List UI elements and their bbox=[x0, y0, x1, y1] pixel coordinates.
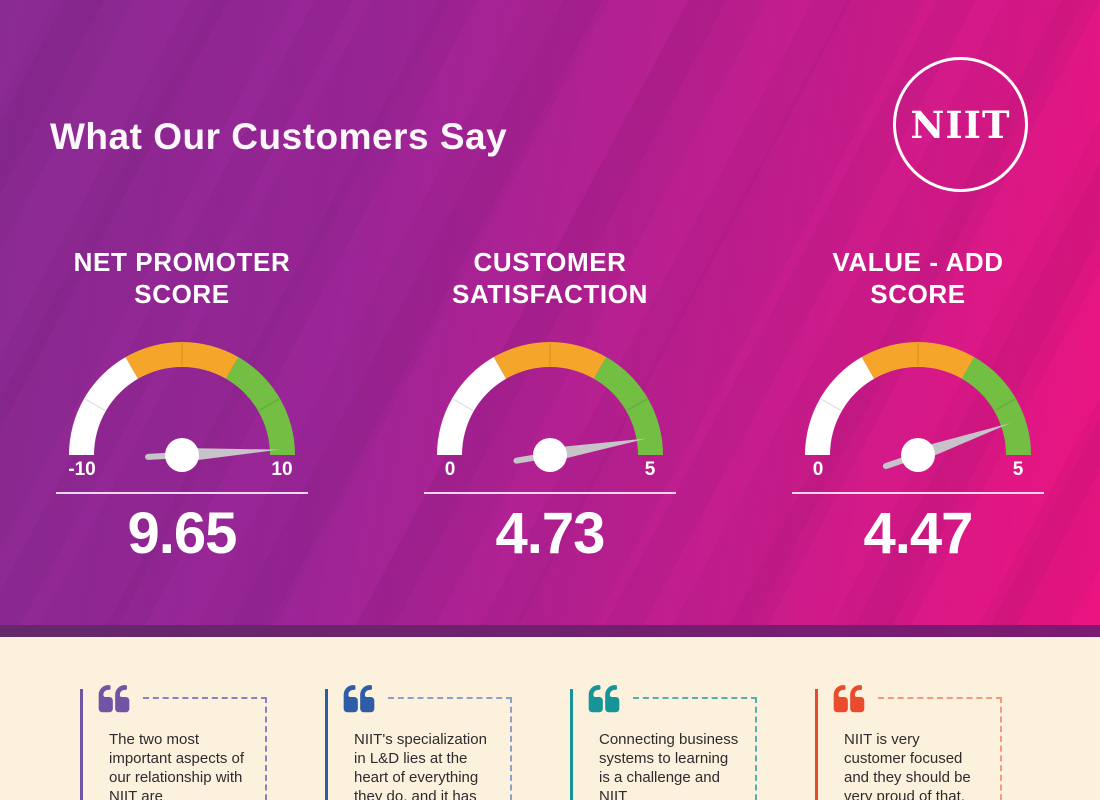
quote-accent-line bbox=[80, 689, 83, 800]
score-divider bbox=[424, 492, 676, 494]
page-title: What Our Customers Say bbox=[50, 116, 508, 157]
gauge-title: VALUE - ADD SCORE bbox=[832, 247, 1004, 309]
gauge-title: NET PROMOTER SCORE bbox=[73, 247, 291, 309]
gauge-segment bbox=[69, 357, 139, 455]
gauge-segment bbox=[593, 357, 663, 455]
quote-text: NIIT is very customer focused and they s… bbox=[844, 731, 971, 800]
gauge-min-label: 0 bbox=[813, 459, 824, 480]
gauge-needle bbox=[548, 438, 647, 462]
quote-icon bbox=[93, 684, 135, 717]
quote-text: The two most important aspects of our re… bbox=[109, 731, 245, 800]
score-value: 4.47 bbox=[863, 501, 974, 566]
gauge-min-label: -10 bbox=[68, 459, 95, 480]
score-value: 9.65 bbox=[127, 501, 238, 566]
gauge-needle bbox=[915, 423, 1011, 462]
quotes-section: The two most important aspects of our re… bbox=[0, 637, 1100, 800]
dashed-border-right bbox=[265, 697, 267, 800]
gauge-needle bbox=[181, 448, 280, 462]
gauge-segment bbox=[805, 357, 875, 455]
gauge-tick bbox=[258, 398, 280, 412]
gauge-segment bbox=[493, 342, 607, 379]
score-divider bbox=[56, 492, 308, 494]
dashed-border-top bbox=[388, 697, 512, 699]
gauge-tick bbox=[820, 398, 842, 412]
niit-logo-text: NIIT bbox=[910, 102, 1011, 147]
gauge-net-promoter-score: NET PROMOTER SCORE -10 10 9.65 bbox=[17, 240, 347, 563]
dashed-border-top bbox=[633, 697, 757, 699]
gauge-max-label: 5 bbox=[1013, 459, 1024, 480]
quote-text: NIIT's specialization in L&D lies at the… bbox=[354, 731, 487, 800]
gauge-tick bbox=[452, 398, 474, 412]
quote-text: Connecting business systems to learning … bbox=[599, 731, 739, 800]
dashed-border-right bbox=[510, 697, 512, 800]
quote-card-3: Connecting business systems to learning … bbox=[570, 684, 757, 800]
dashed-border-right bbox=[755, 697, 757, 800]
score-divider bbox=[792, 492, 1044, 494]
gauge-segment bbox=[861, 342, 975, 379]
separator-bar bbox=[0, 625, 1100, 637]
quote-icon bbox=[828, 684, 870, 717]
quote-card-1: The two most important aspects of our re… bbox=[80, 684, 267, 800]
quote-accent-line bbox=[325, 689, 328, 800]
dashed-border-top bbox=[878, 697, 1002, 699]
dashed-border-right bbox=[1000, 697, 1002, 800]
gauge-min-label: 0 bbox=[445, 459, 456, 480]
gauge-tick bbox=[994, 398, 1016, 412]
gauge-title: CUSTOMER SATISFACTION bbox=[452, 247, 648, 309]
quote-accent-line bbox=[815, 689, 818, 800]
gauge-max-label: 10 bbox=[271, 459, 292, 480]
gauge-hub bbox=[165, 438, 199, 472]
dashed-border-top bbox=[143, 697, 267, 699]
gauge-chart: -10 10 bbox=[47, 329, 317, 484]
quote-card-2: NIIT's specialization in L&D lies at the… bbox=[325, 684, 512, 800]
gauge-hub bbox=[533, 438, 567, 472]
gauge-segment bbox=[125, 341, 239, 379]
gauge-max-label: 5 bbox=[645, 459, 656, 480]
quote-icon bbox=[338, 684, 380, 717]
gauge-tick bbox=[84, 398, 106, 412]
gauges-row: NET PROMOTER SCORE -10 10 9.65 CUSTOMER S… bbox=[0, 240, 1100, 563]
niit-logo: NIIT bbox=[893, 57, 1028, 192]
quote-card-4: NIIT is very customer focused and they s… bbox=[815, 684, 1002, 800]
hero-section: What Our Customers Say NIIT NET PROMOTER… bbox=[0, 0, 1100, 625]
gauge-segment bbox=[437, 357, 507, 455]
gauge-tick bbox=[626, 398, 648, 412]
quote-icon bbox=[583, 684, 625, 717]
quote-accent-line bbox=[570, 689, 573, 800]
gauge-segment bbox=[961, 357, 1031, 455]
score-value: 4.73 bbox=[495, 501, 606, 566]
gauge-segment bbox=[225, 357, 295, 455]
gauge-hub bbox=[901, 438, 935, 472]
